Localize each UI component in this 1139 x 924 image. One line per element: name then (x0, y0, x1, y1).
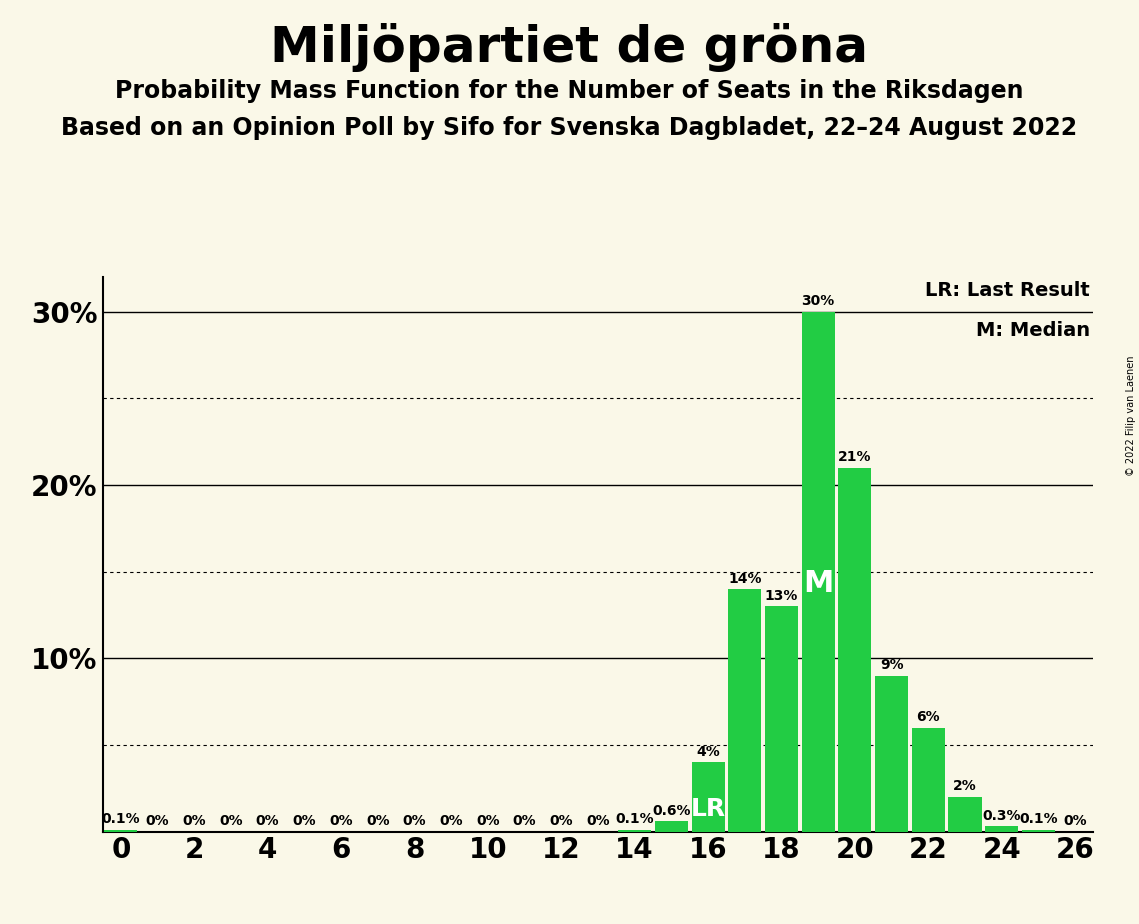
Bar (765, 606, 798, 832)
Text: 0%: 0% (366, 814, 390, 828)
Bar (875, 675, 908, 832)
Bar (618, 830, 652, 832)
Text: Probability Mass Function for the Number of Seats in the Riksdagen: Probability Mass Function for the Number… (115, 79, 1024, 103)
Text: LR: LR (690, 797, 726, 821)
Bar (912, 728, 945, 832)
Text: 0%: 0% (329, 814, 353, 828)
Bar (655, 821, 688, 832)
Text: 0%: 0% (219, 814, 243, 828)
Text: 9%: 9% (879, 658, 903, 673)
Text: 30%: 30% (802, 295, 835, 309)
Text: 2%: 2% (953, 780, 977, 794)
Text: 0%: 0% (513, 814, 536, 828)
Bar (105, 830, 138, 832)
Text: 0.3%: 0.3% (983, 808, 1021, 823)
Bar (838, 468, 871, 832)
Text: 0%: 0% (549, 814, 573, 828)
Text: 0%: 0% (146, 814, 170, 828)
Text: 13%: 13% (764, 589, 798, 603)
Bar (802, 312, 835, 832)
Text: 0.1%: 0.1% (101, 812, 140, 826)
Bar (985, 826, 1018, 832)
Text: 4%: 4% (696, 745, 720, 759)
Text: M: Median: M: Median (976, 321, 1090, 339)
Text: Based on an Opinion Poll by Sifo for Svenska Dagbladet, 22–24 August 2022: Based on an Opinion Poll by Sifo for Sve… (62, 116, 1077, 140)
Text: 0%: 0% (476, 814, 500, 828)
Bar (691, 762, 724, 832)
Text: 0%: 0% (1064, 814, 1087, 828)
Text: 0.6%: 0.6% (653, 804, 690, 818)
Bar (728, 590, 761, 832)
Text: LR: Last Result: LR: Last Result (925, 281, 1090, 299)
Text: 0%: 0% (293, 814, 317, 828)
Text: 0%: 0% (256, 814, 279, 828)
Text: 6%: 6% (917, 711, 940, 724)
Text: © 2022 Filip van Laenen: © 2022 Filip van Laenen (1126, 356, 1136, 476)
Bar (949, 796, 982, 832)
Text: 0%: 0% (182, 814, 206, 828)
Text: Miljöpartiet de gröna: Miljöpartiet de gröna (270, 23, 869, 72)
Text: 0%: 0% (403, 814, 426, 828)
Text: 0.1%: 0.1% (615, 812, 654, 826)
Bar (1022, 830, 1055, 832)
Text: 0%: 0% (587, 814, 609, 828)
Text: 0.1%: 0.1% (1019, 812, 1058, 826)
Text: 0%: 0% (440, 814, 462, 828)
Text: 21%: 21% (838, 450, 871, 465)
Text: 14%: 14% (728, 572, 762, 586)
Text: M: M (803, 568, 834, 598)
